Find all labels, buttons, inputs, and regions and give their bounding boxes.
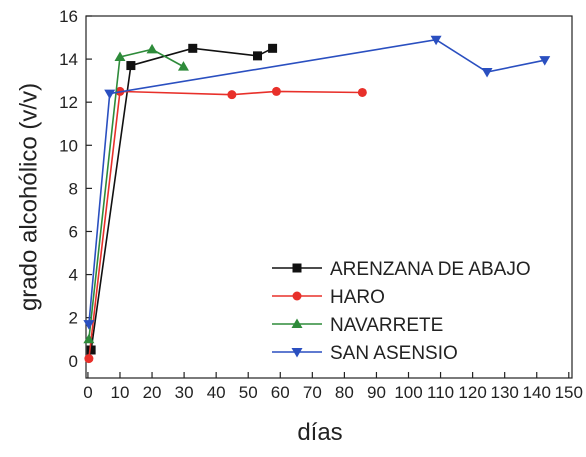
x-tick-label: 120 xyxy=(458,383,486,402)
x-tick-label: 140 xyxy=(523,383,551,402)
y-tick-label: 8 xyxy=(69,179,78,198)
marker xyxy=(357,87,367,97)
marker xyxy=(188,43,198,53)
y-tick-label: 6 xyxy=(69,222,78,241)
marker xyxy=(291,318,303,328)
x-tick-label: 10 xyxy=(111,383,130,402)
marker xyxy=(481,68,493,78)
plot-frame xyxy=(85,15,573,379)
y-tick-label: 0 xyxy=(69,352,78,371)
x-tick-label: 20 xyxy=(143,383,162,402)
x-tick-label: 150 xyxy=(555,383,583,402)
marker xyxy=(104,89,116,100)
y-tick-label: 2 xyxy=(69,309,78,328)
marker xyxy=(291,348,303,358)
marker xyxy=(83,320,95,330)
x-tick-label: 70 xyxy=(303,383,322,402)
marker xyxy=(146,43,158,54)
y-tick-label: 4 xyxy=(69,266,78,285)
series-line xyxy=(88,90,363,359)
marker xyxy=(126,61,136,71)
marker xyxy=(253,51,263,61)
x-tick-label: 130 xyxy=(490,383,518,402)
y-tick-label: 16 xyxy=(59,7,78,26)
x-tick-label: 80 xyxy=(335,383,354,402)
legend-label: HARO xyxy=(330,287,385,308)
x-tick-label: 50 xyxy=(239,383,258,402)
y-tick-label: 14 xyxy=(59,50,78,69)
y-axis-label: grado alcohólico (v/v) xyxy=(15,83,42,311)
marker xyxy=(84,354,94,364)
series-line xyxy=(88,48,184,340)
marker xyxy=(292,263,302,273)
x-tick-label: 110 xyxy=(427,383,454,402)
x-tick-label: 0 xyxy=(83,383,92,402)
legend-label: SAN ASENSIO xyxy=(330,343,458,364)
x-tick-label: 100 xyxy=(394,383,422,402)
marker xyxy=(430,35,442,46)
x-tick-label: 30 xyxy=(175,383,194,402)
x-tick-label: 90 xyxy=(367,383,386,402)
x-axis-label: días xyxy=(297,419,342,446)
marker xyxy=(268,43,278,53)
marker xyxy=(83,333,95,344)
marker xyxy=(292,291,302,301)
marker xyxy=(227,90,237,100)
y-tick-label: 10 xyxy=(59,136,78,155)
marker xyxy=(177,61,189,71)
legend-label: ARENZANA DE ABAJO xyxy=(330,259,531,280)
x-tick-label: 60 xyxy=(271,383,290,402)
marker xyxy=(539,56,551,66)
series-line xyxy=(88,38,545,325)
marker xyxy=(271,86,281,96)
legend-label: NAVARRETE xyxy=(330,315,443,336)
marker xyxy=(114,51,126,61)
y-tick-label: 12 xyxy=(59,93,78,112)
marker xyxy=(86,345,96,355)
x-tick-label: 40 xyxy=(207,383,226,402)
